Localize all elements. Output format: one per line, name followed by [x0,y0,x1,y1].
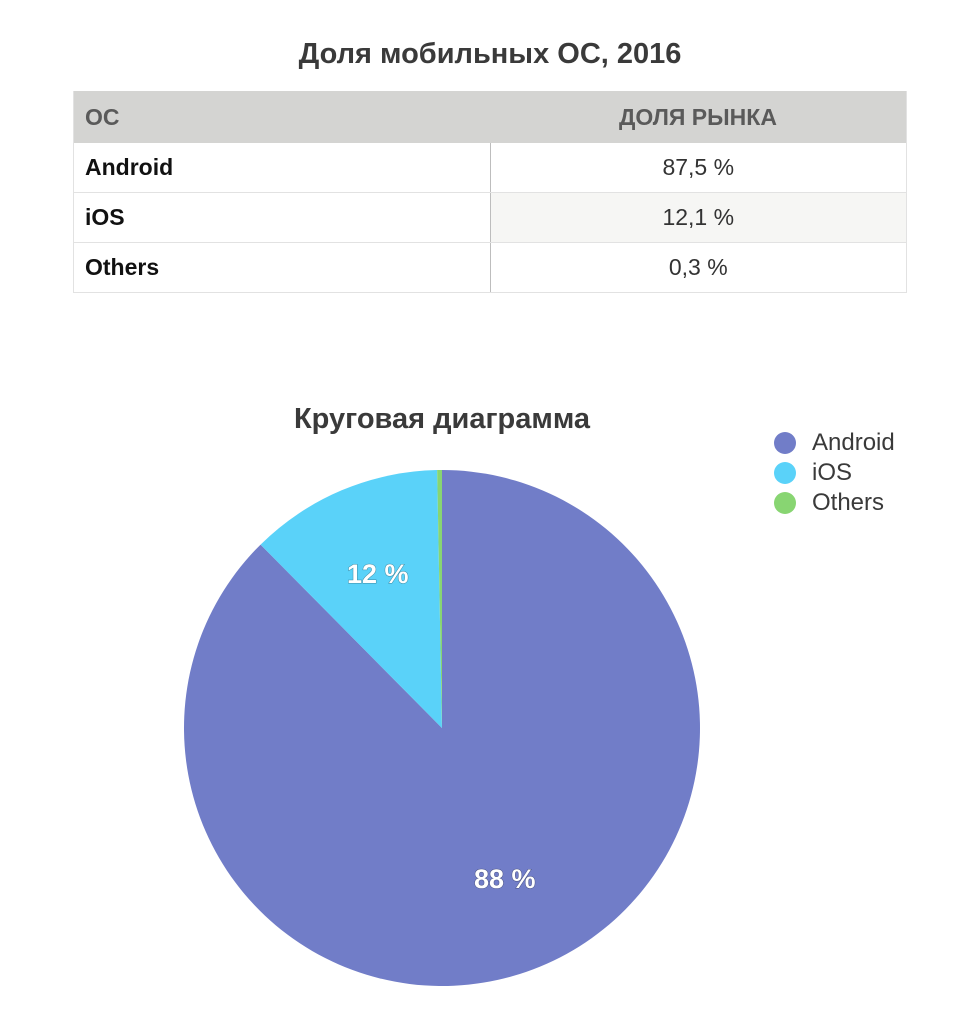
table-cell-share: 87,5 % [490,143,907,193]
pie-slice-ios [260,470,442,728]
legend-swatch-android [774,432,796,454]
header-market-share: ДОЛЯ РЫНКА [490,91,907,143]
legend-swatch-ios [774,462,796,484]
legend-item-ios: iOS [774,458,895,488]
pie-slice-others [437,470,442,728]
table-row: iOS 12,1 % [73,192,907,243]
legend-item-others: Others [774,488,895,518]
table-cell-share: 0,3 % [490,242,907,293]
legend-label-others: Others [812,489,885,516]
legend-label-android: Android [812,429,895,456]
legend-swatch-others [774,492,796,514]
market-share-table: ОС ДОЛЯ РЫНКА Android 87,5 % iOS 12,1 % … [73,91,907,293]
slice-label-android: 88 % [474,864,536,894]
chart-legend: Android iOS Others [774,428,895,518]
table-row: Android 87,5 % [73,143,907,193]
header-os: ОС [73,91,490,143]
table-title: Доля мобильных ОС, 2016 [298,38,682,70]
table-cell-os: Android [73,143,491,193]
table-header-row: ОС ДОЛЯ РЫНКА [73,91,907,143]
table-row: Others 0,3 % [73,242,907,293]
legend-label-ios: iOS [812,459,853,486]
pie-slice-android [183,470,700,987]
table-cell-os: iOS [73,192,491,243]
table-cell-os: Others [73,242,491,293]
chart-title: Круговая диаграмма [293,403,591,435]
slice-label-ios: 12 % [347,559,409,589]
table-cell-share: 12,1 % [490,192,907,243]
legend-item-android: Android [774,428,895,458]
